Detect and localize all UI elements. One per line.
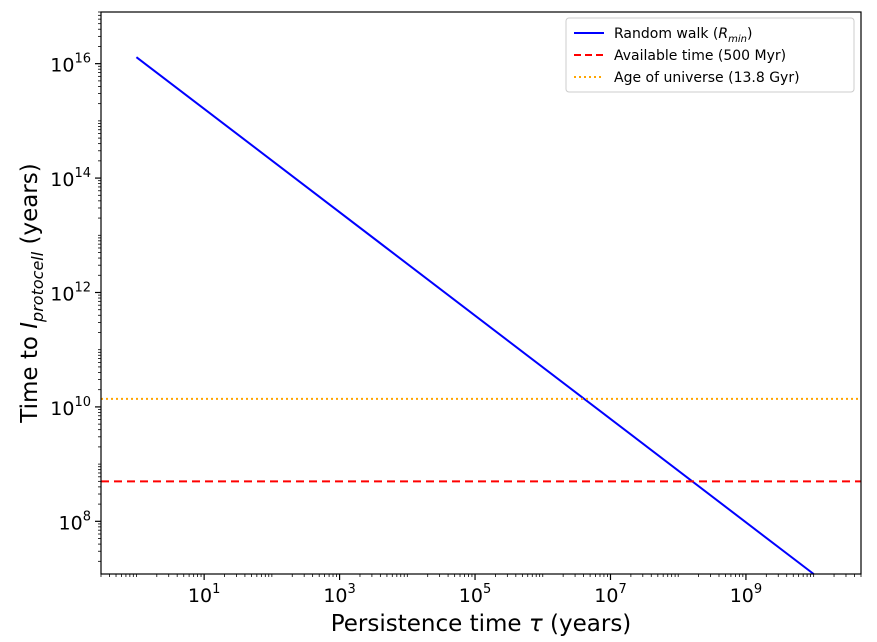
y-tick-label: 108 bbox=[59, 509, 91, 534]
series-layer bbox=[101, 56, 861, 575]
x-tick-label: 103 bbox=[323, 582, 355, 607]
y-axis-ticks: 108 1010 1012 1014 1016 bbox=[50, 11, 101, 562]
y-tick-label: 1010 bbox=[50, 395, 91, 420]
y-tick-label: 1014 bbox=[50, 166, 91, 191]
legend-label-available-time: Available time (500 Myr) bbox=[614, 48, 786, 64]
x-tick-label: 101 bbox=[188, 582, 220, 607]
series-0-line bbox=[135, 56, 815, 575]
legend-box bbox=[565, 17, 855, 93]
plot-area: 101 103 105 107 109 108 1010 1012 1014 1016 bbox=[50, 11, 862, 607]
legend-entry-random-walk: Random walk (Rmin) bbox=[574, 26, 752, 45]
legend-label-age-of-universe: Age of universe (13.8 Gyr) bbox=[614, 70, 800, 86]
legend-entry-available-time: Available time (500 Myr) bbox=[574, 48, 786, 64]
legend: Random walk (Rmin) Available time (500 M… bbox=[565, 17, 855, 93]
y-tick-label: 1012 bbox=[50, 280, 91, 305]
y-tick-label: 1016 bbox=[50, 52, 91, 77]
x-tick-label: 105 bbox=[459, 582, 491, 607]
y-axis-label: Time to Iprotocell (years) bbox=[17, 163, 47, 423]
x-axis-label: Persistence time τ (years) bbox=[331, 611, 632, 637]
x-tick-label: 107 bbox=[594, 582, 626, 607]
x-tick-label: 109 bbox=[730, 582, 762, 607]
legend-label-random-walk: Random walk (Rmin) bbox=[614, 26, 752, 45]
x-axis-ticks: 101 103 105 107 109 bbox=[100, 574, 862, 607]
legend-entry-age-of-universe: Age of universe (13.8 Gyr) bbox=[574, 70, 800, 86]
